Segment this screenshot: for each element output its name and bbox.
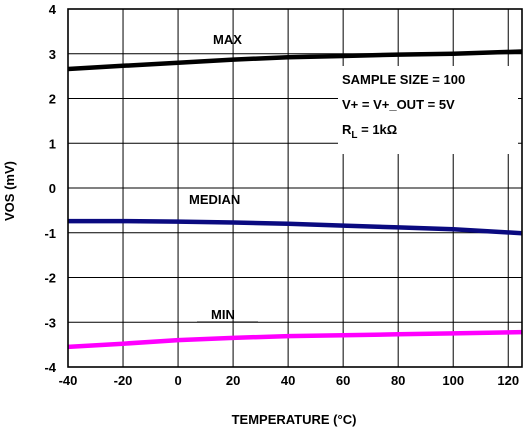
x-tick-label: 0 [174, 373, 181, 388]
y-tick-label: 0 [49, 181, 56, 196]
x-tick-label: 40 [281, 373, 295, 388]
series-layer [67, 49, 523, 350]
supply-note: V+ = V+_OUT = 5V [342, 97, 455, 112]
grid [67, 8, 522, 368]
rl-prefix: R [342, 122, 352, 137]
series-line-max [67, 49, 523, 72]
y-tick-label: 4 [49, 2, 57, 17]
x-tick-label: -40 [59, 373, 78, 388]
plot-frame [67, 8, 523, 368]
series-label-median: MEDIAN [189, 192, 240, 207]
y-tick-label: 1 [49, 136, 56, 151]
x-tick-label: 100 [442, 373, 464, 388]
y-tick-label: -4 [44, 360, 56, 375]
x-tick-labels: -40 -20 0 20 40 60 80 100 120 [59, 373, 519, 388]
annotation-box [338, 66, 518, 154]
y-tick-labels: 4 3 2 1 0 -1 -2 -3 -4 [44, 2, 56, 375]
x-tick-label: 20 [226, 373, 240, 388]
series-line-min [67, 329, 523, 350]
load-resistance-note: RL = 1kΩ [342, 122, 397, 141]
series-line-median [68, 218, 523, 236]
x-tick-label: 60 [336, 373, 350, 388]
y-tick-label: -1 [44, 226, 56, 241]
rl-suffix: = 1kΩ [358, 122, 398, 137]
rl-subscript: L [351, 130, 357, 141]
y-axis-title: VOS (mV) [2, 161, 17, 221]
series-label-min: MIN [211, 307, 235, 322]
y-tick-label: 3 [49, 47, 56, 62]
y-tick-label: -2 [44, 271, 56, 286]
x-tick-label: -20 [114, 373, 133, 388]
series-label-max: MAX [213, 32, 242, 47]
x-axis-title: TEMPERATURE (°C) [232, 412, 357, 427]
y-tick-label: 2 [49, 92, 56, 107]
x-tick-label: 80 [391, 373, 405, 388]
x-tick-label: 120 [497, 373, 519, 388]
y-tick-label: -3 [44, 315, 56, 330]
sample-size-note: SAMPLE SIZE = 100 [342, 72, 465, 87]
